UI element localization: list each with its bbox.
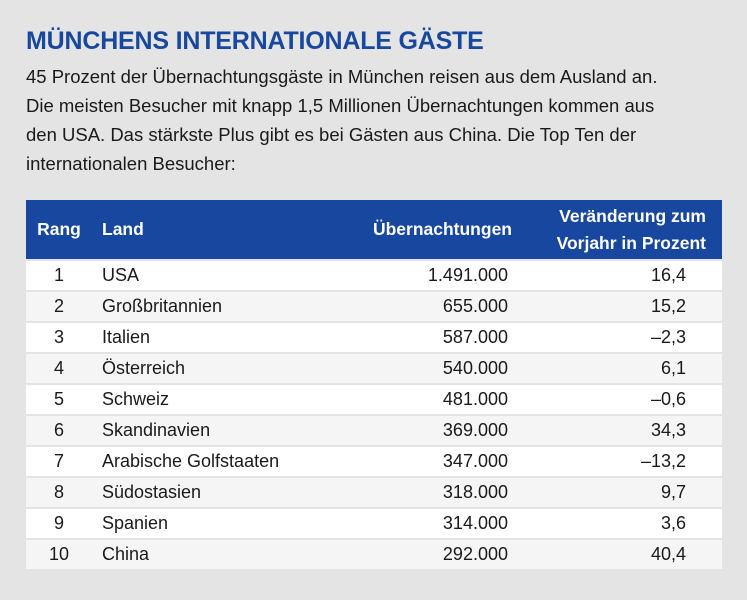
header-land: Land xyxy=(92,200,312,259)
cell-nights: 1.491.000 xyxy=(312,259,538,290)
header-change-line1: Veränderung zum xyxy=(559,205,706,226)
page-title: MÜNCHENS INTERNATIONALE GÄSTE xyxy=(26,27,484,55)
cell-nights: 481.000 xyxy=(312,383,538,414)
table-row: 4 Österreich 540.000 6,1 xyxy=(26,352,722,383)
cell-rank: 3 xyxy=(26,321,92,352)
cell-change: 9,7 xyxy=(538,476,722,507)
intro-line: Die meisten Besucher mit knapp 1,5 Milli… xyxy=(26,95,655,116)
header-nights: Übernachtungen xyxy=(312,200,538,259)
cell-change: –0,6 xyxy=(538,383,722,414)
cell-change: 16,4 xyxy=(538,259,722,290)
cell-land: Skandinavien xyxy=(92,414,312,445)
table-row: 10 China 292.000 40,4 xyxy=(26,538,722,569)
cell-rank: 6 xyxy=(26,414,92,445)
cell-change: 3,6 xyxy=(538,507,722,538)
cell-nights: 318.000 xyxy=(312,476,538,507)
cell-rank: 2 xyxy=(26,290,92,321)
table-row: 5 Schweiz 481.000 –0,6 xyxy=(26,383,722,414)
cell-rank: 8 xyxy=(26,476,92,507)
cell-rank: 10 xyxy=(26,538,92,569)
table-row: 1 USA 1.491.000 16,4 xyxy=(26,259,722,290)
cell-nights: 314.000 xyxy=(312,507,538,538)
cell-nights: 347.000 xyxy=(312,445,538,476)
header-rank: Rang xyxy=(26,200,92,259)
cell-land: China xyxy=(92,538,312,569)
intro-line: den USA. Das stärkste Plus gibt es bei G… xyxy=(26,124,637,145)
cell-land: Arabische Golfstaaten xyxy=(92,445,312,476)
cell-change: 6,1 xyxy=(538,352,722,383)
header-change-line2: Vorjahr in Prozent xyxy=(556,232,706,253)
cell-land: Südostasien xyxy=(92,476,312,507)
guests-table: Rang Land Übernachtungen Veränderung zum… xyxy=(26,200,722,569)
cell-land: USA xyxy=(92,259,312,290)
cell-nights: 587.000 xyxy=(312,321,538,352)
cell-nights: 369.000 xyxy=(312,414,538,445)
cell-change: –2,3 xyxy=(538,321,722,352)
cell-land: Schweiz xyxy=(92,383,312,414)
cell-land: Spanien xyxy=(92,507,312,538)
header-change: Veränderung zum Vorjahr in Prozent xyxy=(538,200,722,259)
cell-rank: 4 xyxy=(26,352,92,383)
intro-line: internationalen Besucher: xyxy=(26,153,236,174)
cell-change: 34,3 xyxy=(538,414,722,445)
table-row: 2 Großbritannien 655.000 15,2 xyxy=(26,290,722,321)
cell-land: Österreich xyxy=(92,352,312,383)
cell-nights: 292.000 xyxy=(312,538,538,569)
cell-nights: 655.000 xyxy=(312,290,538,321)
cell-change: –13,2 xyxy=(538,445,722,476)
cell-rank: 1 xyxy=(26,259,92,290)
table-header-row: Rang Land Übernachtungen Veränderung zum… xyxy=(26,200,722,259)
table-row: 9 Spanien 314.000 3,6 xyxy=(26,507,722,538)
cell-nights: 540.000 xyxy=(312,352,538,383)
cell-change: 40,4 xyxy=(538,538,722,569)
table-row: 8 Südostasien 318.000 9,7 xyxy=(26,476,722,507)
table-row: 3 Italien 587.000 –2,3 xyxy=(26,321,722,352)
cell-rank: 7 xyxy=(26,445,92,476)
cell-rank: 9 xyxy=(26,507,92,538)
intro-line: 45 Prozent der Übernachtungsgäste in Mün… xyxy=(26,66,658,87)
intro-paragraph: 45 Prozent der Übernachtungsgäste in Mün… xyxy=(26,62,726,178)
cell-land: Großbritannien xyxy=(92,290,312,321)
table-row: 7 Arabische Golfstaaten 347.000 –13,2 xyxy=(26,445,722,476)
cell-rank: 5 xyxy=(26,383,92,414)
cell-change: 15,2 xyxy=(538,290,722,321)
table-row: 6 Skandinavien 369.000 34,3 xyxy=(26,414,722,445)
cell-land: Italien xyxy=(92,321,312,352)
